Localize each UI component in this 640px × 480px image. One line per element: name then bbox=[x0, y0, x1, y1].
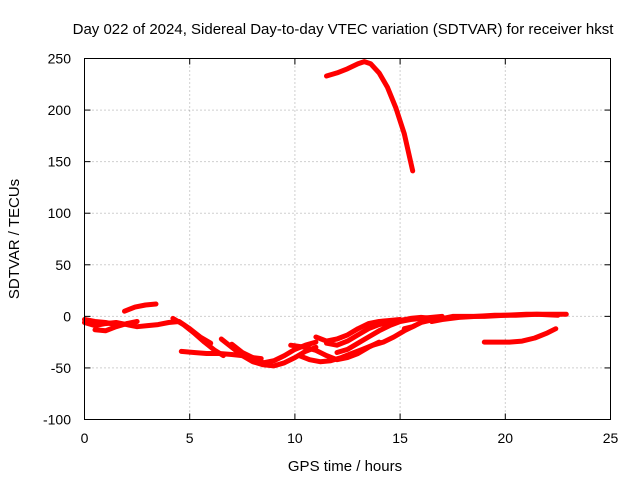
trace-layer bbox=[82, 59, 569, 369]
y-tick-label: -100 bbox=[43, 412, 71, 428]
x-tick-label: 20 bbox=[498, 430, 514, 446]
x-tick-label: 10 bbox=[287, 430, 303, 446]
y-axis-title: SDTVAR / TECUs bbox=[6, 179, 23, 299]
grid-layer bbox=[84, 58, 611, 420]
x-axis-title: GPS time / hours bbox=[288, 458, 402, 475]
y-tick-label: 250 bbox=[48, 51, 72, 67]
x-tick-label: 5 bbox=[186, 430, 194, 446]
y-tick-label: 100 bbox=[48, 205, 72, 221]
y-tick-label: 150 bbox=[48, 154, 72, 170]
x-tick-label: 25 bbox=[603, 430, 619, 446]
plot-frame bbox=[84, 58, 611, 420]
trace-10 bbox=[296, 323, 418, 365]
y-tick-label: 0 bbox=[63, 308, 71, 324]
trace-3 bbox=[82, 317, 119, 328]
trace-13 bbox=[334, 313, 445, 355]
x-tick-label: 0 bbox=[81, 430, 89, 446]
y-tick-label: -50 bbox=[51, 360, 71, 376]
trace-18 bbox=[324, 59, 416, 174]
trace-17 bbox=[481, 326, 559, 345]
label-layer: 0 5 10 15 20 25 -100 -50 0 50 100 150 200 250 bbox=[43, 51, 619, 447]
x-tick-label: 15 bbox=[392, 430, 408, 446]
chart-title: Day 022 of 2024, Sidereal Day-to-day VTE… bbox=[73, 21, 615, 38]
tick-layer bbox=[84, 58, 611, 420]
trace-16 bbox=[429, 311, 561, 324]
trace-4 bbox=[122, 301, 159, 314]
y-tick-label: 50 bbox=[55, 257, 71, 273]
y-tick-label: 200 bbox=[48, 102, 72, 118]
